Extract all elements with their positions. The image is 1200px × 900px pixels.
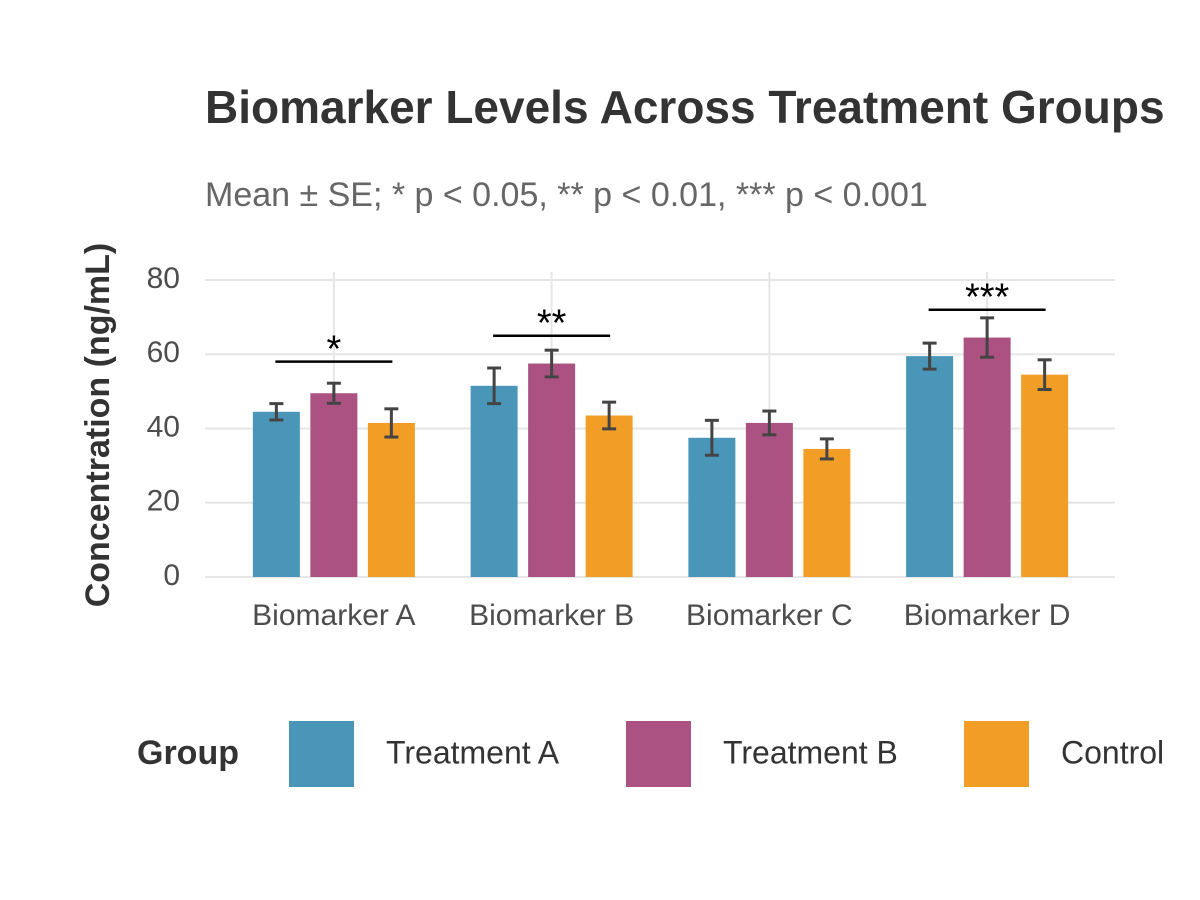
x-tick-label: Biomarker B (469, 599, 634, 632)
bar (688, 437, 736, 577)
significance-label: * (326, 329, 341, 371)
significance-label: *** (965, 277, 1010, 319)
legend-label: Control (1061, 734, 1164, 770)
y-tick-label: 0 (163, 559, 180, 592)
significance-label: ** (537, 303, 567, 345)
legend-swatch (289, 721, 354, 787)
bar (1021, 374, 1069, 577)
bar (252, 411, 300, 577)
bar (367, 422, 415, 577)
error-bar (269, 402, 284, 422)
legend-label: Treatment A (386, 734, 560, 770)
x-tick-label: Biomarker D (904, 599, 1071, 632)
bar (585, 415, 633, 577)
y-tick-label: 60 (147, 336, 180, 369)
legend-label: Treatment B (723, 734, 898, 770)
error-bar (544, 348, 559, 379)
chart-title: Biomarker Levels Across Treatment Groups (205, 81, 1165, 133)
bar (745, 422, 793, 577)
error-bar (762, 409, 777, 437)
error-bar (819, 437, 834, 461)
x-tick-label: Biomarker A (252, 599, 415, 632)
error-bar (704, 418, 719, 457)
legend-swatch (626, 721, 691, 787)
y-axis-title: Concentration (ng/mL) (79, 243, 117, 608)
error-bar (487, 366, 502, 406)
x-tick-label: Biomarker C (686, 599, 853, 632)
chart-subtitle: Mean ± SE; * p < 0.05, ** p < 0.01, *** … (205, 176, 928, 214)
legend-title: Group (137, 734, 239, 772)
error-bar (1037, 358, 1052, 392)
error-bar (602, 400, 617, 431)
error-bar (922, 341, 937, 371)
bar (528, 363, 576, 577)
bar (470, 385, 518, 577)
y-tick-label: 40 (147, 410, 180, 443)
bar (310, 393, 358, 577)
error-bar (326, 381, 341, 405)
error-bar (384, 407, 399, 439)
bar (963, 337, 1011, 577)
legend-swatch (964, 721, 1029, 787)
y-tick-label: 80 (147, 262, 180, 295)
bar (803, 448, 851, 577)
y-tick-label: 20 (147, 485, 180, 518)
error-bar (980, 316, 995, 359)
bar (906, 356, 954, 577)
